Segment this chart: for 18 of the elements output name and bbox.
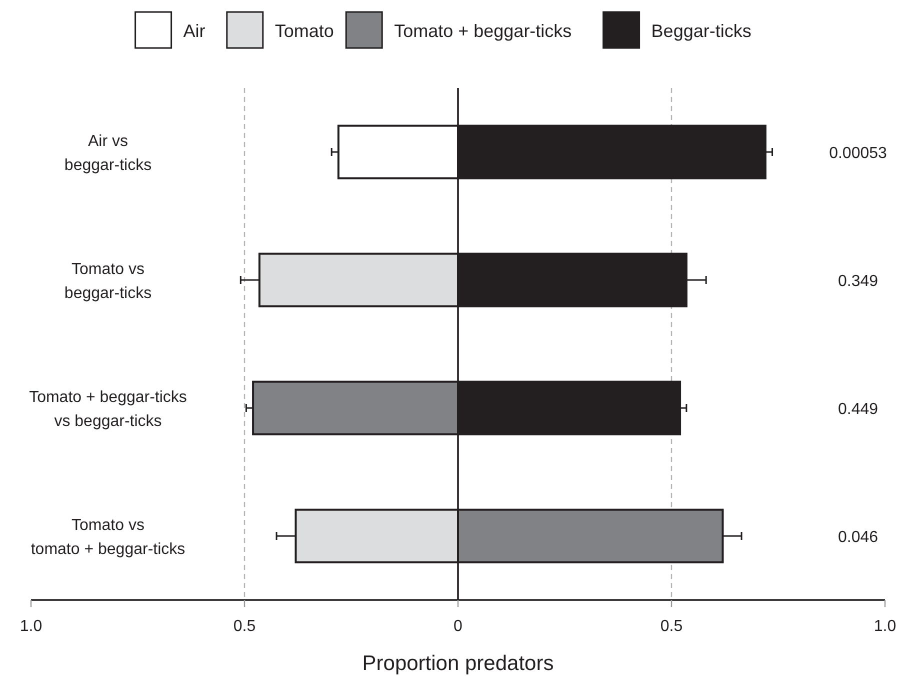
annotation: 0.349 [838,273,878,290]
x-tick-label: 0 [454,618,463,635]
x-tick-label: 1.0 [874,618,896,635]
legend-label: Air [183,21,206,41]
legend-label: Tomato + beggar-ticks [394,21,572,41]
annotation: 0.449 [838,401,878,418]
legend-label: Beggar-ticks [651,21,752,41]
y-tick-label: Tomato vs beggar-ticks [64,261,152,302]
y-tick-label: Tomato + beggar-ticks vs beggar-ticks [29,389,187,430]
y-tick-label: Tomato vs tomato + beggar-ticks [30,517,186,558]
annotation: 0.046 [838,529,878,546]
annotation: 0.00053 [829,145,888,162]
x-tick-label: 1.0 [20,618,42,635]
x-tick-label: 0.5 [233,618,256,635]
x-tick-label: 0.5 [660,618,683,635]
x-axis-title: Proportion predators [362,652,554,675]
y-tick-label: Air vs beggar-ticks [64,133,152,174]
legend-label: Tomato [274,21,334,41]
